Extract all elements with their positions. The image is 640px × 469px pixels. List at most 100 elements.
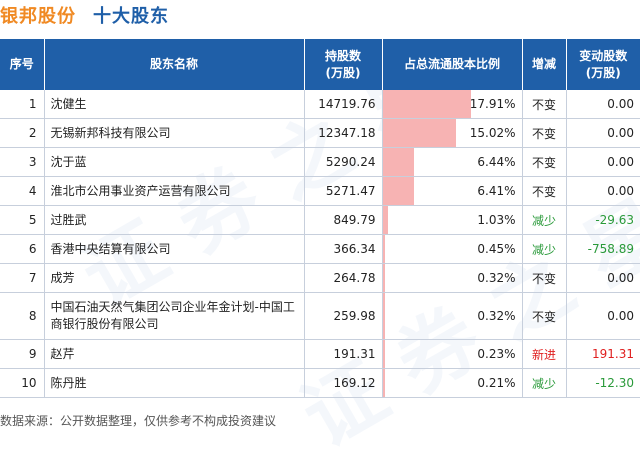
shareholder-name: 过胜武 xyxy=(44,205,305,235)
shareholder-name: 香港中央结算有限公司 xyxy=(44,234,305,264)
footer-source-note: 数据来源：公开数据整理，仅供参考不构成投资建议 xyxy=(0,414,277,428)
header-name: 股东名称 xyxy=(44,39,305,90)
title-bar: 银邦股份 十大股东 xyxy=(0,0,640,30)
ratio-cell: 0.45% xyxy=(382,234,523,264)
row-index: 8 xyxy=(0,292,45,340)
row-index: 3 xyxy=(0,147,45,177)
ratio-value: 6.41% xyxy=(477,184,516,198)
change-type: 减少 xyxy=(522,368,567,398)
table-row: 5 过胜武 849.79 1.03% 减少 -29.63 xyxy=(0,205,640,235)
ratio-bar xyxy=(382,119,457,147)
shares-value: 366.34 xyxy=(304,234,383,264)
ratio-bar xyxy=(382,90,471,118)
shares-value: 191.31 xyxy=(304,339,383,369)
change-type: 不变 xyxy=(522,90,567,119)
row-index: 1 xyxy=(0,90,45,119)
ratio-bar xyxy=(382,206,388,234)
table-row: 10 陈丹胜 169.12 0.21% 减少 -12.30 xyxy=(0,368,640,398)
shares-value: 14719.76 xyxy=(304,90,383,119)
shareholder-name: 成芳 xyxy=(44,263,305,293)
table-row: 9 赵芹 191.31 0.23% 新进 191.31 xyxy=(0,339,640,369)
ratio-cell: 1.03% xyxy=(382,205,523,235)
table-body: 1 沈健生 14719.76 17.91% 不变 0.00 2 无锡新邦科技有限公司 12347… xyxy=(0,90,640,398)
shareholder-name: 无锡新邦科技有限公司 xyxy=(44,118,305,148)
shares-value: 5271.47 xyxy=(304,176,383,206)
change-amount: 0.00 xyxy=(566,118,640,148)
ratio-value: 6.44% xyxy=(477,155,516,169)
shareholder-name: 沈健生 xyxy=(44,90,305,119)
change-amount: 0.00 xyxy=(566,176,640,206)
table-row: 6 香港中央结算有限公司 366.34 0.45% 减少 -758.89 xyxy=(0,234,640,264)
ratio-cell: 17.91% xyxy=(382,90,523,119)
shares-value: 5290.24 xyxy=(304,147,383,177)
change-amount: 0.00 xyxy=(566,263,640,293)
change-type: 新进 xyxy=(522,339,567,369)
ratio-bar xyxy=(382,177,414,205)
ratio-bar xyxy=(382,264,385,292)
ratio-cell: 6.44% xyxy=(382,147,523,177)
change-type: 不变 xyxy=(522,176,567,206)
row-index: 5 xyxy=(0,205,45,235)
ratio-bar xyxy=(382,340,385,368)
change-amount: 0.00 xyxy=(566,292,640,340)
header-index: 序号 xyxy=(0,39,45,90)
header-change-type: 增减 xyxy=(522,39,567,90)
table-header-row: 序号 股东名称 持股数 (万股) 占总流通股本比例 增减 变动股数 (万股) xyxy=(0,39,640,90)
row-index: 4 xyxy=(0,176,45,206)
ratio-cell: 0.32% xyxy=(382,292,523,340)
ratio-cell: 0.23% xyxy=(382,339,523,369)
change-type: 减少 xyxy=(522,205,567,235)
change-type: 不变 xyxy=(522,292,567,340)
row-index: 7 xyxy=(0,263,45,293)
ratio-cell: 0.21% xyxy=(382,368,523,398)
ratio-value: 0.32% xyxy=(477,271,516,285)
shareholder-name: 沈于蓝 xyxy=(44,147,305,177)
change-type: 不变 xyxy=(522,263,567,293)
change-amount: 0.00 xyxy=(566,90,640,119)
table-row: 4 淮北市公用事业资产运营有限公司 5271.47 6.41% 不变 0.00 xyxy=(0,176,640,206)
ratio-cell: 6.41% xyxy=(382,176,523,206)
ratio-cell: 0.32% xyxy=(382,263,523,293)
company-title: 银邦股份 xyxy=(0,6,76,27)
header-ratio: 占总流通股本比例 xyxy=(382,39,523,90)
change-type: 不变 xyxy=(522,147,567,177)
ratio-value: 0.45% xyxy=(477,242,516,256)
ratio-value: 1.03% xyxy=(477,213,516,227)
ratio-bar xyxy=(382,293,385,339)
row-index: 9 xyxy=(0,339,45,369)
shares-value: 264.78 xyxy=(304,263,383,293)
change-amount: -12.30 xyxy=(566,368,640,398)
table-row: 8 中国石油天然气集团公司企业年金计划-中国工商银行股份有限公司 259.98 0.3… xyxy=(0,292,640,340)
table-row: 7 成芳 264.78 0.32% 不变 0.00 xyxy=(0,263,640,293)
ratio-bar xyxy=(382,235,385,263)
shares-value: 849.79 xyxy=(304,205,383,235)
shares-value: 12347.18 xyxy=(304,118,383,148)
change-amount: 0.00 xyxy=(566,147,640,177)
ratio-value: 0.32% xyxy=(477,309,516,323)
change-type: 不变 xyxy=(522,118,567,148)
header-change-amount: 变动股数 (万股) xyxy=(566,39,640,90)
ratio-value: 0.23% xyxy=(477,347,516,361)
shareholder-name: 中国石油天然气集团公司企业年金计划-中国工商银行股份有限公司 xyxy=(44,292,305,340)
change-amount: -29.63 xyxy=(566,205,640,235)
row-index: 6 xyxy=(0,234,45,264)
table-row: 3 沈于蓝 5290.24 6.44% 不变 0.00 xyxy=(0,147,640,177)
change-type: 减少 xyxy=(522,234,567,264)
row-index: 10 xyxy=(0,368,45,398)
shareholders-table: 序号 股东名称 持股数 (万股) 占总流通股本比例 增减 变动股数 (万股) 1… xyxy=(0,39,640,398)
section-title: 十大股东 xyxy=(93,6,169,27)
header-shares: 持股数 (万股) xyxy=(304,39,383,90)
ratio-cell: 15.02% xyxy=(382,118,523,148)
ratio-bar xyxy=(382,148,415,176)
shareholder-name: 陈丹胜 xyxy=(44,368,305,398)
ratio-bar xyxy=(382,369,385,397)
shareholder-name: 淮北市公用事业资产运营有限公司 xyxy=(44,176,305,206)
ratio-value: 0.21% xyxy=(477,376,516,390)
row-index: 2 xyxy=(0,118,45,148)
shares-value: 169.12 xyxy=(304,368,383,398)
change-amount: -758.89 xyxy=(566,234,640,264)
table-row: 1 沈健生 14719.76 17.91% 不变 0.00 xyxy=(0,90,640,119)
ratio-value: 15.02% xyxy=(469,126,516,140)
table-row: 2 无锡新邦科技有限公司 12347.18 15.02% 不变 0.00 xyxy=(0,118,640,148)
shareholder-name: 赵芹 xyxy=(44,339,305,369)
